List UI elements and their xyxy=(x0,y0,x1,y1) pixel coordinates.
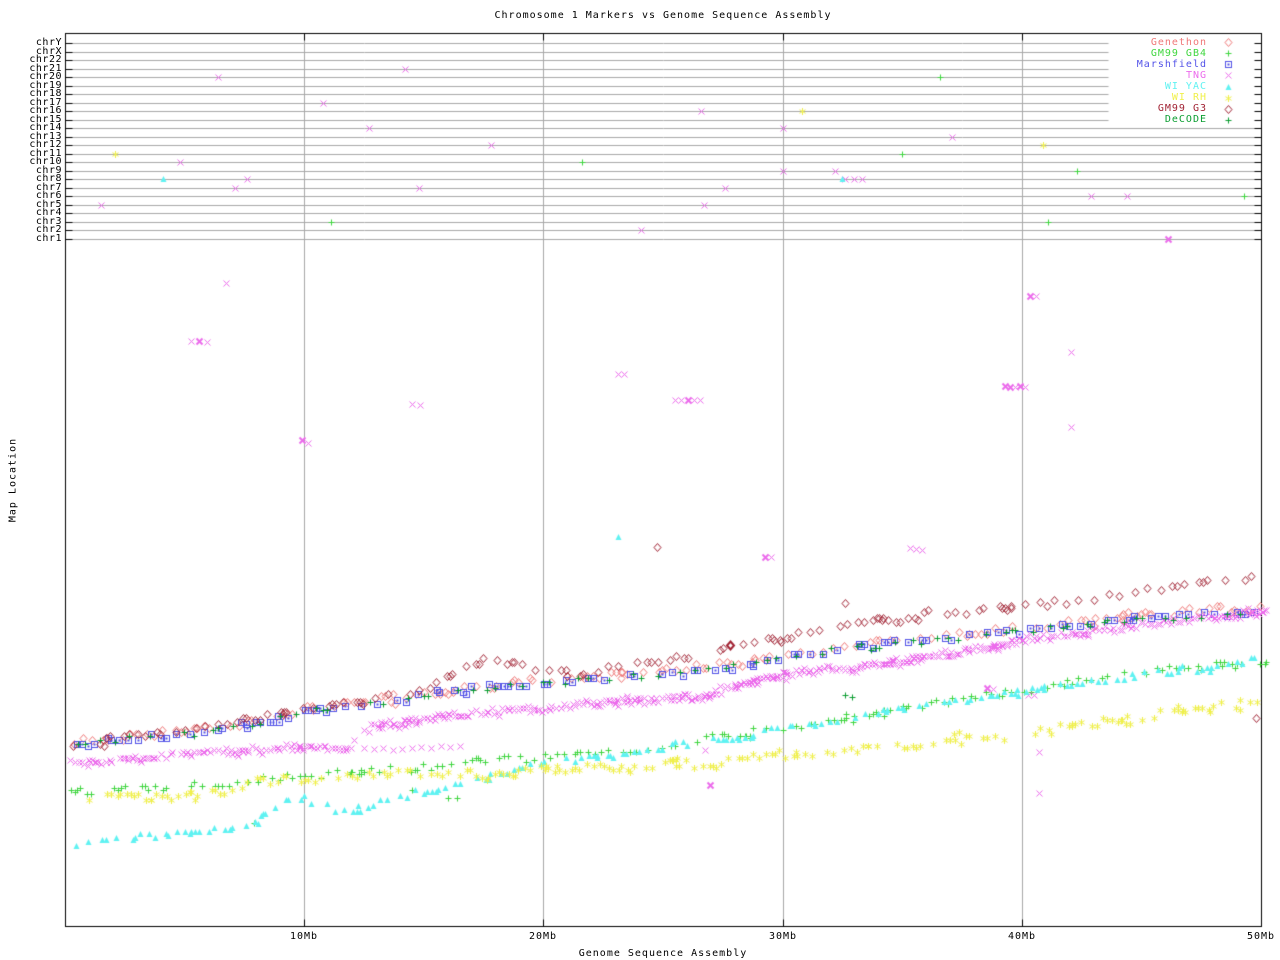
chr-axis-label-chr8: chr8 xyxy=(35,173,62,184)
chr-axis-label-chr7: chr7 xyxy=(35,182,62,193)
chr-axis-label-chr5: chr5 xyxy=(35,199,62,210)
legend-item-gb4: GM99 GB4 xyxy=(1150,47,1207,59)
chr-axis-label-chr13: chr13 xyxy=(29,131,62,142)
chr-axis-label-chr3: chr3 xyxy=(35,216,62,227)
legend-item-genethon: Genethon xyxy=(1150,36,1207,48)
chr-axis-label-chr16: chr16 xyxy=(29,105,62,116)
chr-axis-label-chr6: chr6 xyxy=(35,190,62,201)
y-axis-label: Map Location xyxy=(7,437,19,523)
legend-item-tng: TNG xyxy=(1185,69,1207,81)
chr-axis-label-chrX: chrX xyxy=(35,46,62,57)
chr-axis-label-chr2: chr2 xyxy=(35,224,62,235)
legend-item-decode: DeCODE xyxy=(1164,114,1207,126)
x-tick-label-10Mb: 10Mb xyxy=(289,931,319,942)
chart-title: Chromosome 1 Markers vs Genome Sequence … xyxy=(494,10,832,21)
chr-axis-label-chr22: chr22 xyxy=(29,54,62,65)
chr-axis-label-chr14: chr14 xyxy=(29,122,62,133)
chr-axis-label-chr9: chr9 xyxy=(35,165,62,176)
legend-item-rh: WI RH xyxy=(1171,92,1207,104)
chr-axis-label-chr20: chr20 xyxy=(29,71,62,82)
chr-axis-label-chr19: chr19 xyxy=(29,80,62,91)
chr-axis-label-chr17: chr17 xyxy=(29,97,62,108)
x-tick-label-20Mb: 20Mb xyxy=(528,931,558,942)
x-axis-label: Genome Sequence Assembly xyxy=(578,948,748,959)
chr-axis-label-chr10: chr10 xyxy=(29,156,62,167)
chr-axis-label-chrY: chrY xyxy=(35,37,62,48)
chr-axis-label-chr15: chr15 xyxy=(29,114,62,125)
chr-axis-label-chr4: chr4 xyxy=(35,207,62,218)
x-tick-label-40Mb: 40Mb xyxy=(1007,931,1037,942)
legend-item-g3: GM99 G3 xyxy=(1157,103,1207,115)
chr-axis-label-chr18: chr18 xyxy=(29,88,62,99)
x-tick-label-30Mb: 30Mb xyxy=(768,931,798,942)
chr-axis-label-chr1: chr1 xyxy=(35,233,62,244)
legend-item-marshfield: Marshfield xyxy=(1136,58,1207,70)
chr-axis-label-chr11: chr11 xyxy=(29,148,62,159)
chr-axis-label-chr21: chr21 xyxy=(29,63,62,74)
x-tick-label-50Mb: 50Mb xyxy=(1246,931,1276,942)
chr-axis-label-chr12: chr12 xyxy=(29,139,62,150)
legend-item-yac: WI YAC xyxy=(1164,81,1207,93)
